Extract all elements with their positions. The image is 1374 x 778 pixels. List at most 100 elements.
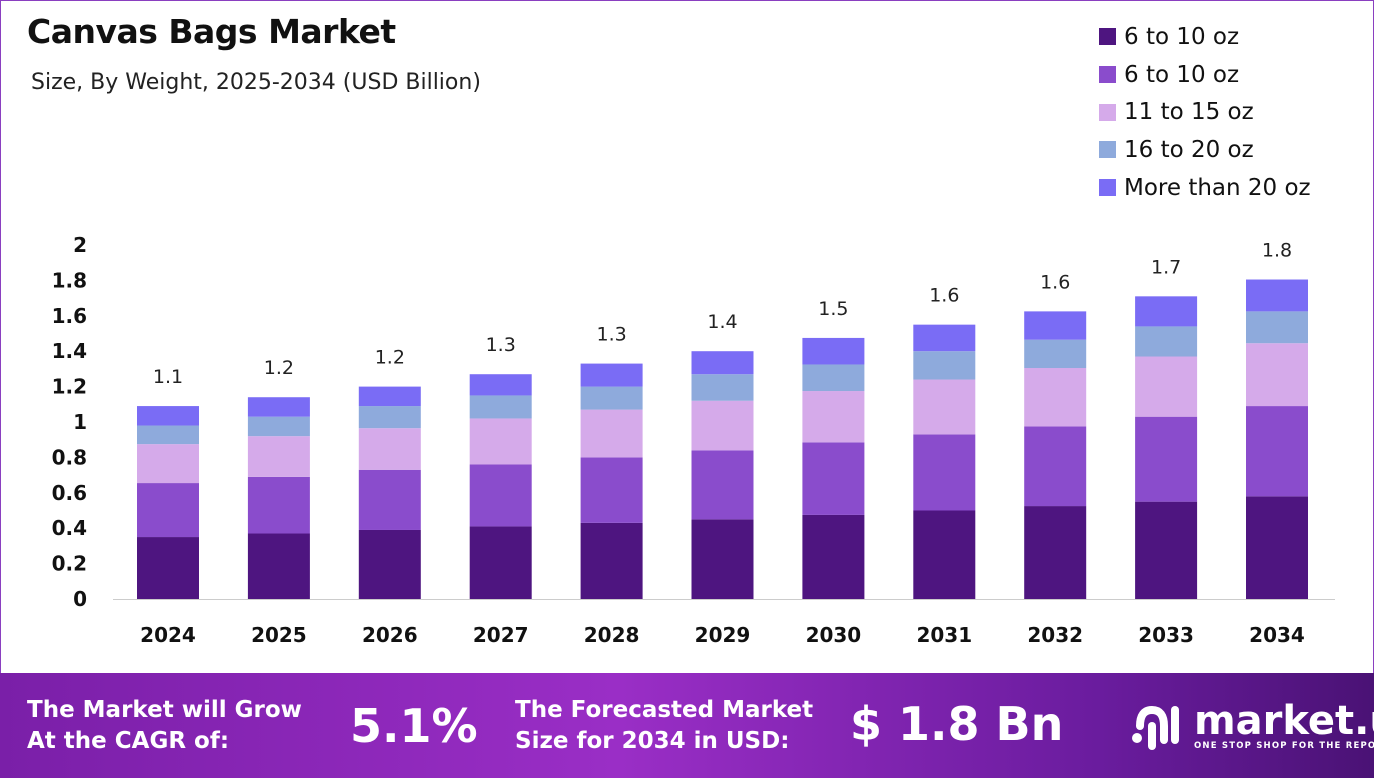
bar-segment xyxy=(1135,416,1198,502)
y-tick-label: 1.6 xyxy=(52,304,87,328)
legend-swatch xyxy=(1099,66,1116,84)
x-tick-label: 2027 xyxy=(473,623,529,647)
logo-tagline: ONE STOP SHOP FOR THE REPORTS xyxy=(1194,741,1374,751)
bar-segment xyxy=(1135,356,1198,417)
cagr-label: The Market will Grow At the CAGR of: xyxy=(27,697,302,754)
legend: 6 to 10 oz 6 to 10 oz 11 to 15 oz 16 to 20 … xyxy=(1099,18,1311,206)
legend-item: 11 to 15 oz xyxy=(1099,93,1311,131)
bar-segment xyxy=(1024,506,1087,599)
bar-segment xyxy=(247,476,310,534)
bar-segment xyxy=(580,409,643,458)
bar-segment xyxy=(469,374,532,396)
legend-label: More than 20 oz xyxy=(1124,174,1311,201)
total-label: 1.4 xyxy=(707,311,737,333)
forecast-label: The Forecasted Market Size for 2034 in U… xyxy=(515,697,814,754)
x-tick-label: 2033 xyxy=(1138,623,1194,647)
legend-swatch xyxy=(1099,103,1116,121)
bar-segment xyxy=(137,406,199,426)
bar-segment xyxy=(358,469,421,530)
legend-item: 16 to 20 oz xyxy=(1099,131,1311,169)
summary-banner: The Market will Grow At the CAGR of: 5.1… xyxy=(0,673,1374,778)
bar-segment xyxy=(247,397,310,417)
x-tick-label: 2030 xyxy=(806,623,862,647)
bar-segment xyxy=(1135,501,1198,599)
legend-label: 11 to 15 oz xyxy=(1124,99,1254,126)
bar-segment xyxy=(913,351,976,380)
legend-item: 6 to 10 oz xyxy=(1099,18,1311,56)
x-tick-label: 2034 xyxy=(1249,623,1305,647)
bar-segment xyxy=(469,526,532,599)
bar-segment xyxy=(358,386,421,407)
cagr-value: 5.1% xyxy=(350,699,478,753)
bar-segment xyxy=(802,364,865,392)
bar-segment xyxy=(247,436,310,477)
y-tick-label: 0 xyxy=(73,587,87,611)
bar-segment xyxy=(1135,326,1198,357)
y-tick-label: 1.8 xyxy=(52,268,87,292)
bar-segment xyxy=(691,351,754,375)
chart-title: Canvas Bags Market xyxy=(27,12,396,51)
bar-segment xyxy=(247,533,310,599)
y-tick-label: 0.8 xyxy=(52,445,87,469)
total-label: 1.3 xyxy=(486,334,516,356)
bar-segment xyxy=(802,337,865,365)
bar-segment xyxy=(469,418,532,465)
bar-segment xyxy=(137,537,199,599)
bar-segment xyxy=(469,464,532,527)
bar-segment xyxy=(469,395,532,419)
legend-item: More than 20 oz xyxy=(1099,169,1311,207)
total-label: 1.8 xyxy=(1262,240,1292,262)
bar-segment xyxy=(1246,496,1308,599)
bar-segment xyxy=(1246,343,1308,407)
bar-segment xyxy=(358,428,421,470)
total-label: 1.2 xyxy=(264,357,294,379)
bar-segment xyxy=(580,386,643,410)
y-tick-label: 1.4 xyxy=(52,339,87,363)
bar-segment xyxy=(137,444,199,484)
bar-segment xyxy=(580,522,643,599)
bar-segment xyxy=(1024,426,1087,507)
chart-subtitle: Size, By Weight, 2025-2034 (USD Billion) xyxy=(31,70,481,95)
bar-segment xyxy=(1246,406,1308,497)
x-tick-label: 2032 xyxy=(1027,623,1083,647)
market-us-logo: market.us ONE STOP SHOP FOR THE REPORTS xyxy=(1130,700,1374,752)
bar-segment xyxy=(1246,311,1308,344)
x-tick-label: 2031 xyxy=(916,623,972,647)
y-tick-label: 0.2 xyxy=(52,552,87,576)
bar-segment xyxy=(580,457,643,523)
bar-segment xyxy=(802,514,865,599)
bar-segment xyxy=(802,391,865,443)
x-tick-label: 2028 xyxy=(584,623,640,647)
x-tick-label: 2026 xyxy=(362,623,418,647)
y-tick-label: 2 xyxy=(73,233,87,257)
bar-segment xyxy=(913,324,976,352)
bar-segment xyxy=(358,529,421,599)
total-label: 1.6 xyxy=(1040,271,1070,293)
total-label: 1.1 xyxy=(153,366,183,388)
logo-text: market.us xyxy=(1194,698,1374,744)
legend-label: 16 to 20 oz xyxy=(1124,136,1254,163)
bar-segment xyxy=(1246,279,1308,312)
y-tick-label: 0.4 xyxy=(52,516,87,540)
y-tick-label: 0.6 xyxy=(52,481,87,505)
bar-segment xyxy=(691,450,754,520)
bar-segment xyxy=(1135,296,1198,327)
legend-item: 6 to 10 oz xyxy=(1099,56,1311,94)
legend-label: 6 to 10 oz xyxy=(1124,61,1240,88)
bar-segment xyxy=(913,379,976,435)
bar-segment xyxy=(913,434,976,511)
bar-segment xyxy=(137,483,199,538)
forecast-value: $ 1.8 Bn xyxy=(850,697,1064,751)
bar-segment xyxy=(913,510,976,599)
total-label: 1.6 xyxy=(929,285,959,307)
legend-swatch xyxy=(1099,141,1116,159)
bar-segment xyxy=(1024,368,1087,427)
total-label: 1.7 xyxy=(1151,256,1181,278)
y-tick-label: 1 xyxy=(73,410,87,434)
bar-segment xyxy=(691,519,754,599)
stacked-bar-chart: 0 0.2 0.4 0.6 0.8 1 1.2 1.4 1.6 1.8 2 1.1 2024 1.2 202… xyxy=(52,233,1335,647)
total-label: 1.3 xyxy=(596,324,626,346)
total-label: 1.2 xyxy=(375,347,405,369)
total-label: 1.5 xyxy=(818,298,848,320)
bar-segment xyxy=(691,400,754,451)
